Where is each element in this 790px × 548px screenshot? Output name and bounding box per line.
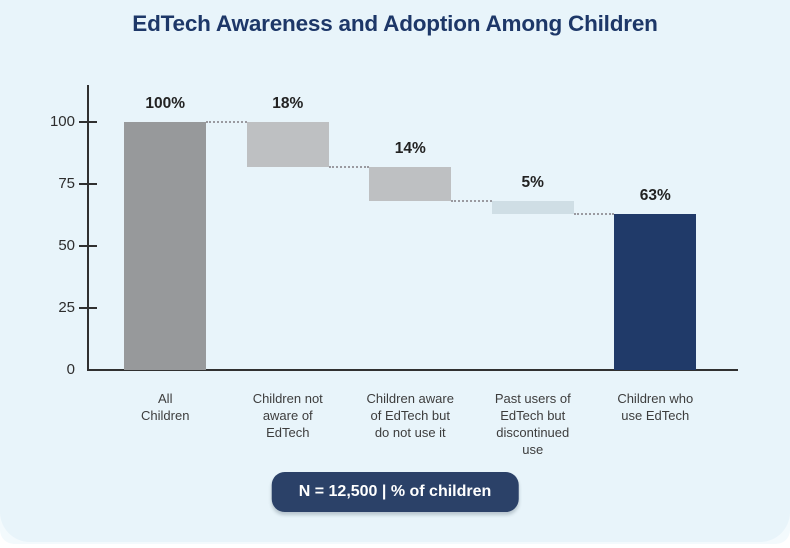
connector-line [328,165,370,168]
y-tick-label: 0 [66,361,75,378]
y-tick-label: 100 [49,113,75,130]
sample-size-badge: N = 12,500 | % of children [271,472,519,512]
category-label: Children not aware of EdTech [252,391,323,440]
y-tick [79,307,97,309]
y-tick [79,245,97,247]
y-tick-label: 75 [58,175,75,192]
connector-line [573,212,615,215]
bar-value-label: 63% [639,186,671,204]
connector-line [206,121,247,123]
y-tick-label: 50 [58,237,75,254]
category-label: Children aware of EdTech but do not use … [366,391,454,440]
connector-line [451,200,492,203]
category-label: Children who use EdTech [617,391,694,423]
chart-title: EdTech Awareness and Adoption Among Chil… [132,11,658,36]
bar-value-label: 100% [145,95,186,112]
waterfall-bar [491,201,574,214]
waterfall-bar [246,122,329,167]
waterfall-bar [369,166,452,202]
bar-value-label: 14% [394,139,426,157]
y-tick [79,183,97,185]
bar-value-label: 5% [521,174,544,192]
y-tick [79,121,97,123]
category-label: Past users of EdTech but discontinued us… [494,391,571,457]
category-label: All Children [141,391,190,423]
x-axis-line [87,369,738,371]
y-axis-line [87,85,89,371]
y-tick-label: 25 [58,299,75,316]
bar-value-label: 18% [272,95,304,112]
waterfall-bar [614,213,697,370]
waterfall-bar [124,122,207,370]
